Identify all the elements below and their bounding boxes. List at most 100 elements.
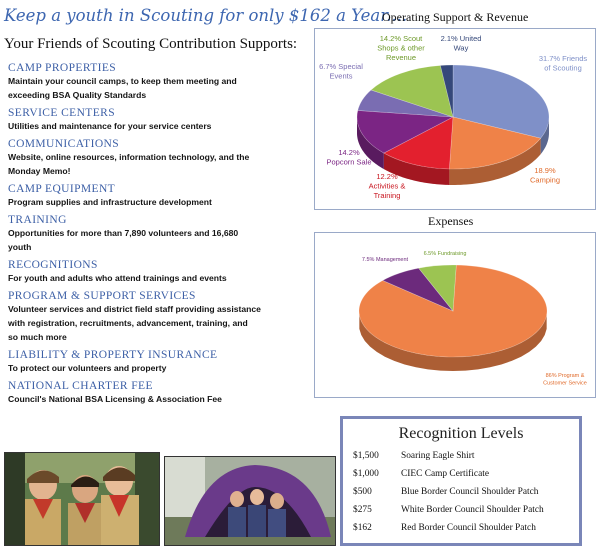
support-item: TRAINING Opportunities for more than 7,89… xyxy=(8,214,338,254)
support-item-description: with registration, recruitments, advance… xyxy=(8,318,248,328)
recognition-item: Blue Border Council Shoulder Patch xyxy=(401,487,539,497)
pie-slice-side xyxy=(359,314,547,371)
support-item-title: NATIONAL CHARTER FEE xyxy=(8,380,153,392)
pie-slice-label-line: 12.2% xyxy=(376,172,398,181)
support-item-title: CAMP EQUIPMENT xyxy=(8,183,116,195)
pie-slice-label-line: 14.2% Scout xyxy=(380,34,423,43)
pie-slice-label: 6.5% Fundraising xyxy=(424,251,467,257)
support-item-title: TRAINING xyxy=(8,214,67,226)
pie-slice-label: 7.5% Management xyxy=(362,257,409,263)
support-item-description: Volunteer services and district field st… xyxy=(8,304,261,314)
expenses-chart: 86% Program & Customer Service 7.5% Manage… xyxy=(314,232,596,398)
support-item-title: RECOGNITIONS xyxy=(8,259,98,271)
pie-slice-side xyxy=(540,118,549,155)
support-item-description: so much more xyxy=(8,332,67,342)
revenue-pie-svg: 31.7% Friends of Scouting 18.9% Camping 12.2… xyxy=(319,34,588,200)
pie-slice-side xyxy=(383,153,450,185)
pie-slice-label: 86% Program & Customer Service xyxy=(543,373,587,387)
support-item-description: Council's National BSA Licensing & Assoc… xyxy=(8,394,222,404)
pie-slice-label-line: Activities & xyxy=(369,182,406,191)
pie-slice-label-line: Way xyxy=(454,44,469,53)
support-item-description: youth xyxy=(8,242,32,252)
revenue-chart: 31.7% Friends of Scouting 18.9% Camping 12.2… xyxy=(314,28,596,210)
support-item: RECOGNITIONS For youth and adults who att… xyxy=(8,259,338,285)
pie-slice-label-line: 6.5% Fundraising xyxy=(424,251,467,257)
recognition-level-row: $500 Blue Border Council Shoulder Patch xyxy=(343,483,579,501)
headline: Keep a youth in Scouting for only $162 a… xyxy=(4,6,408,25)
support-item-title: SERVICE CENTERS xyxy=(8,107,115,119)
support-item-title: PROGRAM & SUPPORT SERVICES xyxy=(8,290,196,302)
pie-slice xyxy=(439,64,454,118)
pie-slice-label-line: Training xyxy=(374,191,401,200)
pie-slice-label: 12.2% Activities & Training xyxy=(369,172,406,200)
recognition-amount: $500 xyxy=(353,487,372,497)
support-item: CAMP EQUIPMENT Program supplies and infra… xyxy=(8,183,338,209)
tent-photo xyxy=(164,456,336,546)
recognition-levels: $1,500 Soaring Eagle Shirt $1,000 CIEC Camp… xyxy=(343,447,579,537)
recognition-item: CIEC Camp Certificate xyxy=(401,469,489,479)
recognition-amount: $162 xyxy=(353,523,372,533)
pie-slice xyxy=(382,267,454,312)
pie-slice-label: 14.2% Scout Shops & other Revenue xyxy=(377,34,425,62)
recognition-level-row: $1,500 Soaring Eagle Shirt xyxy=(343,447,579,465)
pie-slice-label-line: 7.5% Management xyxy=(362,257,409,263)
support-item-description: For youth and adults who attend training… xyxy=(8,273,227,283)
support-item: NATIONAL CHARTER FEE Council's National B… xyxy=(8,380,338,406)
pie-slice-label-line: Camping xyxy=(530,176,560,185)
pie-slice-label-line: Events xyxy=(330,72,353,81)
support-item: SERVICE CENTERS Utilities and maintenance… xyxy=(8,107,338,133)
support-item-description: Opportunities for more than 7,890 volunt… xyxy=(8,228,239,238)
support-item-title: CAMP PROPERTIES xyxy=(8,62,117,74)
support-item: CAMP PROPERTIES Maintain your council cam… xyxy=(8,62,338,102)
pie-slice-side xyxy=(357,117,384,170)
pie-slice xyxy=(452,64,550,139)
pie-slice-label-line: of Scouting xyxy=(544,64,582,73)
recognition-title: Recognition Levels xyxy=(398,425,524,442)
pie-slice-label: 14.2% Popcorn Sale xyxy=(326,148,371,167)
support-item-description: Monday Memo! xyxy=(8,166,71,176)
supports-list: CAMP PROPERTIES Maintain your council cam… xyxy=(8,62,338,411)
pie-slice xyxy=(370,65,454,118)
support-item-description: Website, online resources, information t… xyxy=(8,152,250,162)
pie-slice-side xyxy=(449,138,541,185)
pie-slice-label-line: 2.1% United xyxy=(441,34,482,43)
pie-slice-label-line: 14.2% xyxy=(338,148,360,157)
support-item: PROGRAM & SUPPORT SERVICES Volunteer serv… xyxy=(8,290,338,344)
pie-slice-label: 6.7% Special Events xyxy=(319,62,363,81)
support-item: LIABILITY & PROPERTY INSURANCE To protect… xyxy=(8,349,338,375)
pie-slice xyxy=(418,264,457,312)
expenses-chart-title: Expenses xyxy=(428,214,474,228)
pie-slice-label-line: Customer Service xyxy=(543,381,587,387)
support-item-description: exceeding BSA Quality Standards xyxy=(8,90,147,100)
recognition-item: Red Border Council Shoulder Patch xyxy=(401,523,536,533)
pie-slice xyxy=(449,116,542,170)
recognition-item: White Border Council Shoulder Patch xyxy=(401,505,544,515)
expenses-pie-svg: 86% Program & Customer Service 7.5% Manage… xyxy=(358,251,587,387)
pie-slice-label-line: Revenue xyxy=(386,53,416,62)
pie-slice-label-line: 18.9% xyxy=(534,166,556,175)
recognition-amount: $275 xyxy=(353,505,372,515)
pie-slice-label-line: Shops & other xyxy=(377,44,425,53)
support-item-description: Program supplies and infrastructure deve… xyxy=(8,197,212,207)
recognition-amount: $1,000 xyxy=(353,469,379,479)
pie-slice-label: 2.1% United Way xyxy=(441,34,482,53)
scouts-photo xyxy=(4,452,160,546)
support-item-description: To protect our volunteers and property xyxy=(8,363,167,373)
pie-slice-label-line: 86% Program & xyxy=(546,373,585,379)
recognition-level-row: $1,000 CIEC Camp Certificate xyxy=(343,465,579,483)
support-item: COMMUNICATIONS Website, online resources,… xyxy=(8,138,338,178)
support-item-description: Utilities and maintenance for your servi… xyxy=(8,121,212,131)
subheading: Your Friends of Scouting Contribution Su… xyxy=(4,36,298,52)
recognition-level-row: $275 White Border Council Shoulder Patch xyxy=(343,501,579,519)
support-item-title: COMMUNICATIONS xyxy=(8,138,120,150)
pie-slice-label-line: 6.7% Special xyxy=(319,62,363,71)
pie-slice xyxy=(358,264,548,358)
pie-slice xyxy=(356,110,455,154)
recognition-level-row: $162 Red Border Council Shoulder Patch xyxy=(343,519,579,537)
pie-slice xyxy=(383,116,454,170)
recognition-item: Soaring Eagle Shirt xyxy=(401,451,475,461)
pie-slice-label-line: 31.7% Friends xyxy=(539,54,588,63)
pie-slice xyxy=(357,89,454,118)
recognition-amount: $1,500 xyxy=(353,451,379,461)
pie-slice-label: 18.9% Camping xyxy=(530,166,560,185)
